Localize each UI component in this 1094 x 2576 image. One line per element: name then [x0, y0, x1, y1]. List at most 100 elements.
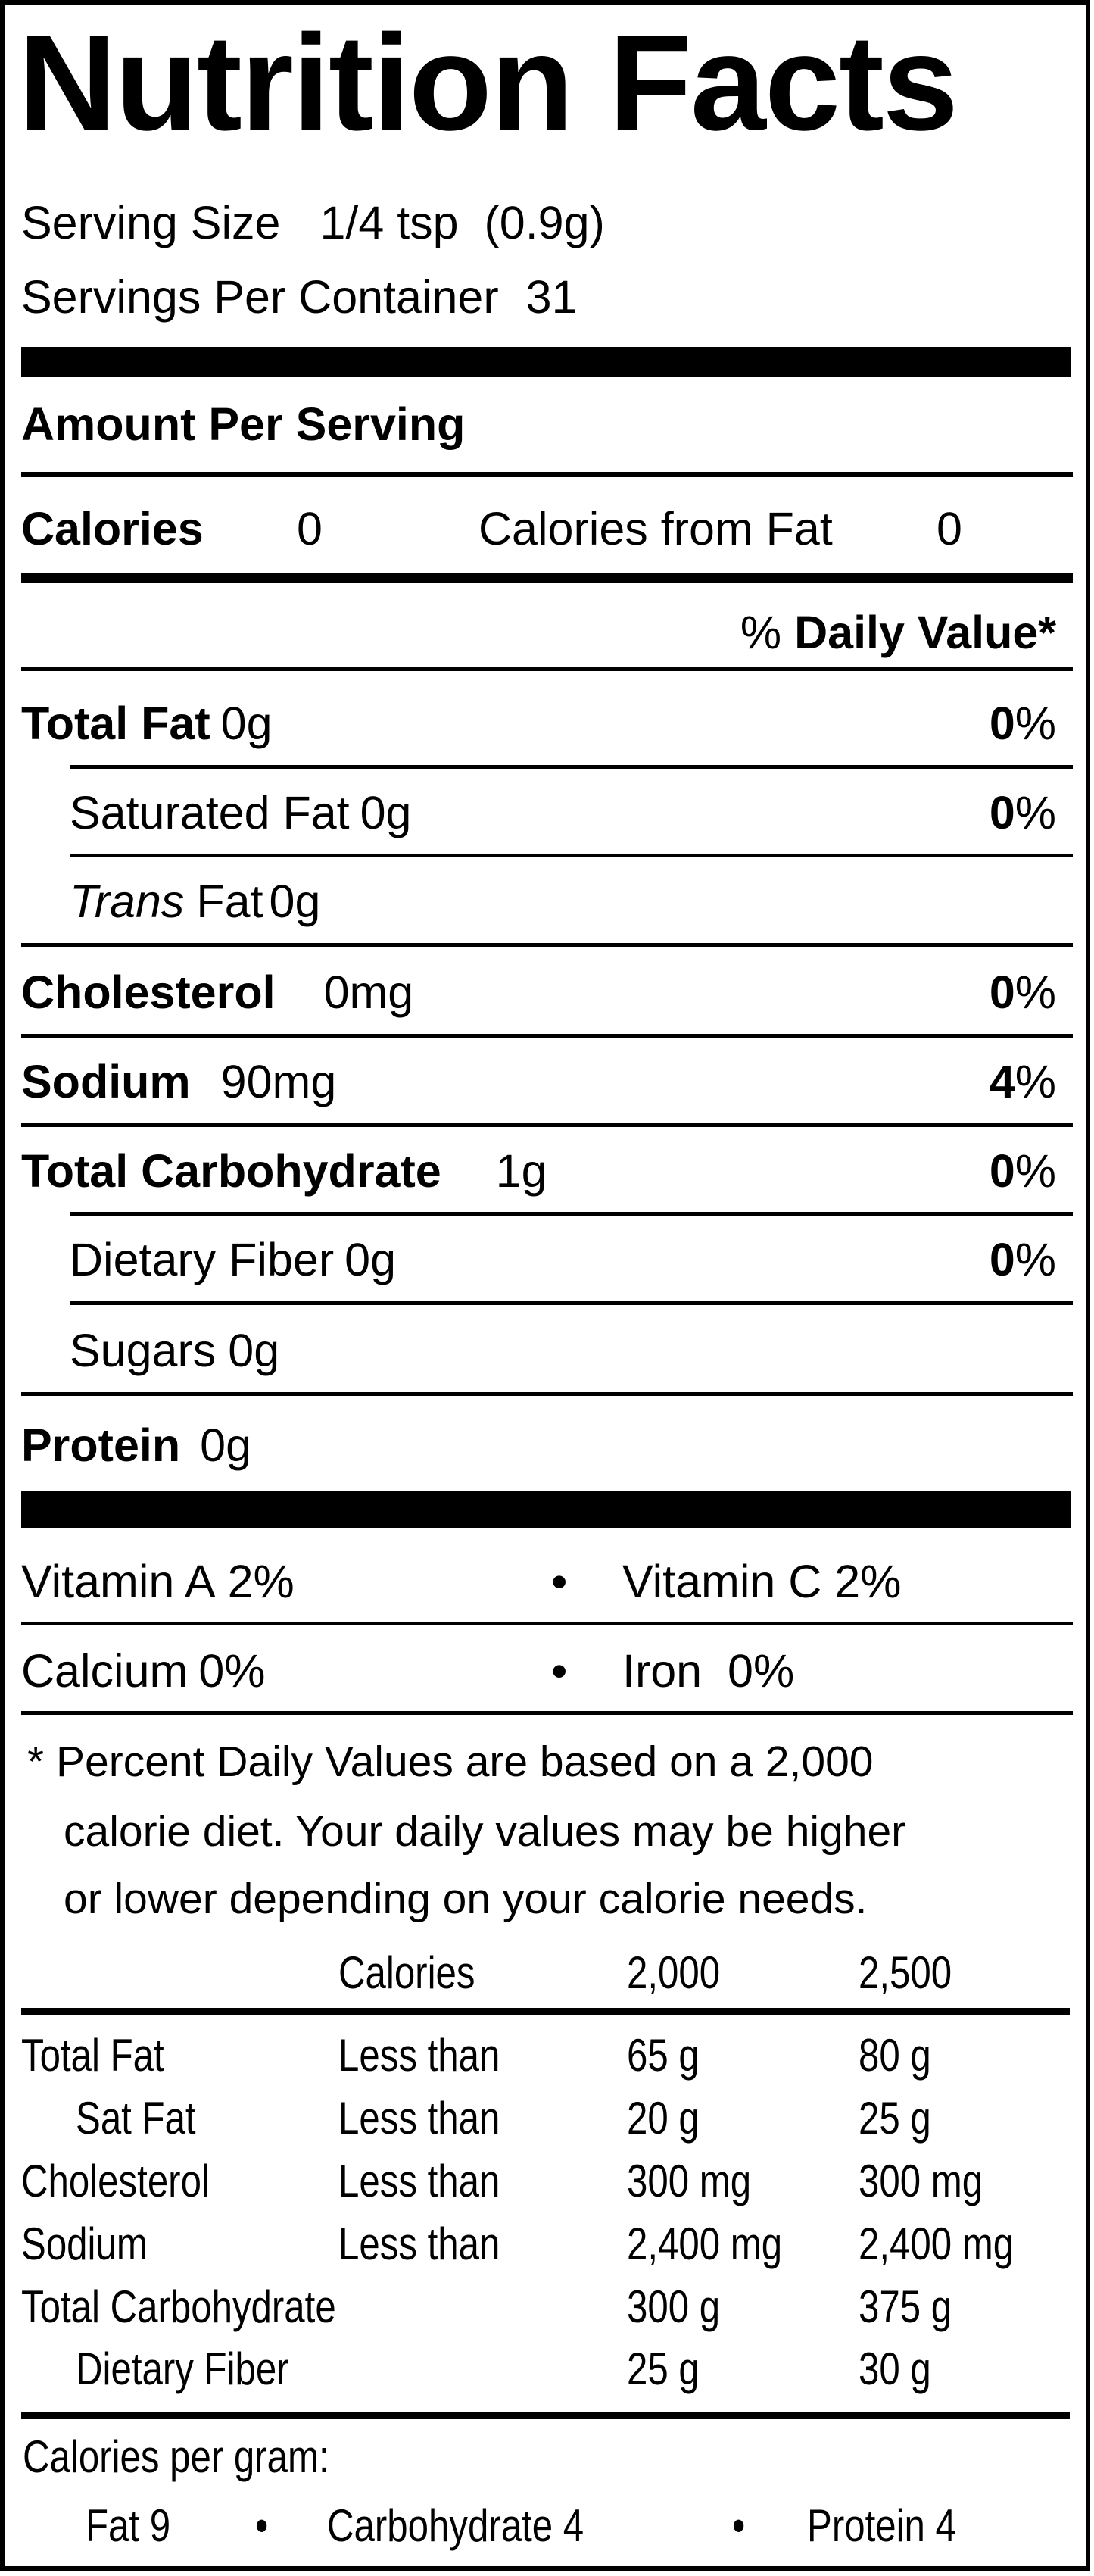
divider — [21, 943, 1073, 947]
vitamin-a-value: 2% — [227, 1556, 295, 1607]
nutrient-amount: 0g — [220, 698, 273, 749]
nutrient-saturated-fat: Saturated Fat 0g 0% — [70, 779, 1056, 847]
daily-value: 0 — [989, 698, 1015, 749]
calories-from-fat-value: 0 — [937, 503, 962, 554]
table-cell: 2,400 mg — [859, 2218, 1015, 2269]
nutrient-name: Fat — [196, 876, 263, 927]
divider — [21, 1622, 1073, 1625]
nutrient-protein: Protein 0g — [21, 1411, 1056, 1479]
table-cell: Less than — [338, 2156, 500, 2206]
nutrient-sugars: Sugars 0g — [70, 1316, 1056, 1385]
nutrient-amount: 1g — [495, 1145, 547, 1197]
table-cell: Sodium — [21, 2218, 148, 2269]
calories-from-fat-label: Calories from Fat — [478, 503, 833, 554]
table-cell: Total Fat — [21, 2030, 164, 2081]
table-cell: Less than — [338, 2093, 500, 2144]
vitamin-c-label: Vitamin C — [622, 1556, 822, 1607]
iron-value: 0% — [728, 1645, 795, 1697]
nutrient-name: Total Fat — [21, 698, 210, 749]
nutrient-total-fat: Total Fat 0g 0% — [21, 689, 1056, 757]
bullet-separator: • — [551, 1556, 568, 1607]
percent-unit: % — [1015, 1056, 1056, 1107]
table-cell: 20 g — [627, 2093, 700, 2144]
footnote-line-1: * Percent Daily Values are based on a 2,… — [27, 1738, 874, 1786]
serving-size-label: Serving Size — [21, 197, 281, 248]
serving-size-value: 1/4 tsp (0.9g) — [319, 197, 605, 248]
nutrient-name: Dietary Fiber — [70, 1234, 335, 1285]
divider — [21, 667, 1073, 671]
nutrient-total-carbohydrate: Total Carbohydrate 1g 0% — [21, 1137, 1056, 1205]
thick-divider — [21, 347, 1071, 377]
daily-value-header: % Daily Value* — [21, 598, 1056, 667]
table-cell: Less than — [338, 2030, 500, 2081]
table-cell: 375 g — [859, 2281, 952, 2332]
label-title: Nutrition Facts — [18, 7, 958, 159]
nutrient-name: Protein — [21, 1419, 181, 1471]
daily-value: 4 — [989, 1056, 1015, 1107]
bullet-separator: • — [551, 1645, 568, 1697]
divider — [21, 1123, 1073, 1127]
nutrient-amount: 0g — [269, 876, 321, 927]
table-cell: 300 mg — [627, 2156, 752, 2206]
bullet-separator: • — [255, 2500, 269, 2551]
calories-per-gram-protein: Protein 4 — [807, 2500, 956, 2551]
nutrient-name: Cholesterol — [21, 966, 276, 1018]
divider — [70, 854, 1073, 857]
amount-per-serving: Amount Per Serving — [21, 398, 466, 450]
table-cell: 25 g — [627, 2343, 700, 2394]
divider — [21, 1711, 1073, 1715]
nutrient-dietary-fiber: Dietary Fiber 0g 0% — [70, 1226, 1056, 1294]
table-cell: Sat Fat — [76, 2093, 196, 2144]
percent-unit: % — [1015, 1234, 1056, 1285]
divider — [70, 1212, 1073, 1216]
divider — [70, 1301, 1073, 1305]
footnote-line-2: calorie diet. Your daily values may be h… — [64, 1807, 906, 1856]
medium-divider — [21, 573, 1073, 583]
table-header-2000: 2,000 — [627, 1947, 721, 1998]
divider — [21, 1392, 1073, 1396]
percent-unit: % — [1015, 966, 1056, 1018]
calcium-value: 0% — [198, 1645, 266, 1697]
nutrient-amount: 0g — [228, 1325, 280, 1376]
divider — [21, 2412, 1070, 2419]
nutrient-amount: 0g — [360, 787, 412, 838]
table-cell: 80 g — [859, 2030, 931, 2081]
calories-row: Calories 0 Calories from Fat 0 — [21, 495, 1056, 563]
table-header-calories: Calories — [338, 1947, 475, 1998]
table-header-2500: 2,500 — [859, 1947, 952, 1998]
percent-sign: % — [740, 607, 782, 658]
daily-value: 0 — [989, 787, 1015, 838]
nutrient-name-italic: Trans — [70, 876, 185, 927]
daily-value: 0 — [989, 1145, 1015, 1197]
nutrient-amount: 90mg — [220, 1056, 337, 1107]
nutrient-amount: 0g — [200, 1419, 251, 1471]
table-cell: 65 g — [627, 2030, 700, 2081]
table-cell: Cholesterol — [21, 2156, 210, 2206]
vitamin-row-1: Vitamin A 2% • Vitamin C 2% — [21, 1547, 1056, 1616]
table-cell: 25 g — [859, 2093, 931, 2144]
table-cell: 2,400 mg — [627, 2218, 783, 2269]
divider — [70, 765, 1073, 769]
divider — [21, 472, 1073, 477]
servings-per-container: Servings Per Container 31 — [21, 263, 1056, 331]
nutrient-name: Sugars — [70, 1325, 217, 1376]
table-cell: Less than — [338, 2218, 500, 2269]
percent-unit: % — [1015, 787, 1056, 838]
vitamin-a-label: Vitamin A — [21, 1556, 216, 1607]
serving-size: Serving Size 1/4 tsp (0.9g) — [21, 189, 1056, 257]
nutrient-name: Total Carbohydrate — [21, 1145, 441, 1197]
footnote-line-3: or lower depending on your calorie needs… — [64, 1875, 868, 1923]
thick-divider — [21, 1491, 1071, 1528]
calories-label: Calories — [21, 503, 204, 554]
daily-value: 0 — [989, 966, 1015, 1018]
nutrient-name: Saturated Fat — [70, 787, 350, 838]
nutrient-trans-fat: Trans Fat 0g — [70, 867, 1056, 935]
nutrient-cholesterol: Cholesterol 0mg 0% — [21, 958, 1056, 1026]
nutrient-amount: 0g — [344, 1234, 397, 1285]
vitamin-c-value: 2% — [834, 1556, 902, 1607]
divider — [21, 2008, 1070, 2015]
nutrient-sodium: Sodium 90mg 4% — [21, 1048, 1056, 1116]
servings-value: 31 — [525, 271, 578, 323]
vitamin-row-2: Calcium 0% • Iron 0% — [21, 1637, 1056, 1705]
